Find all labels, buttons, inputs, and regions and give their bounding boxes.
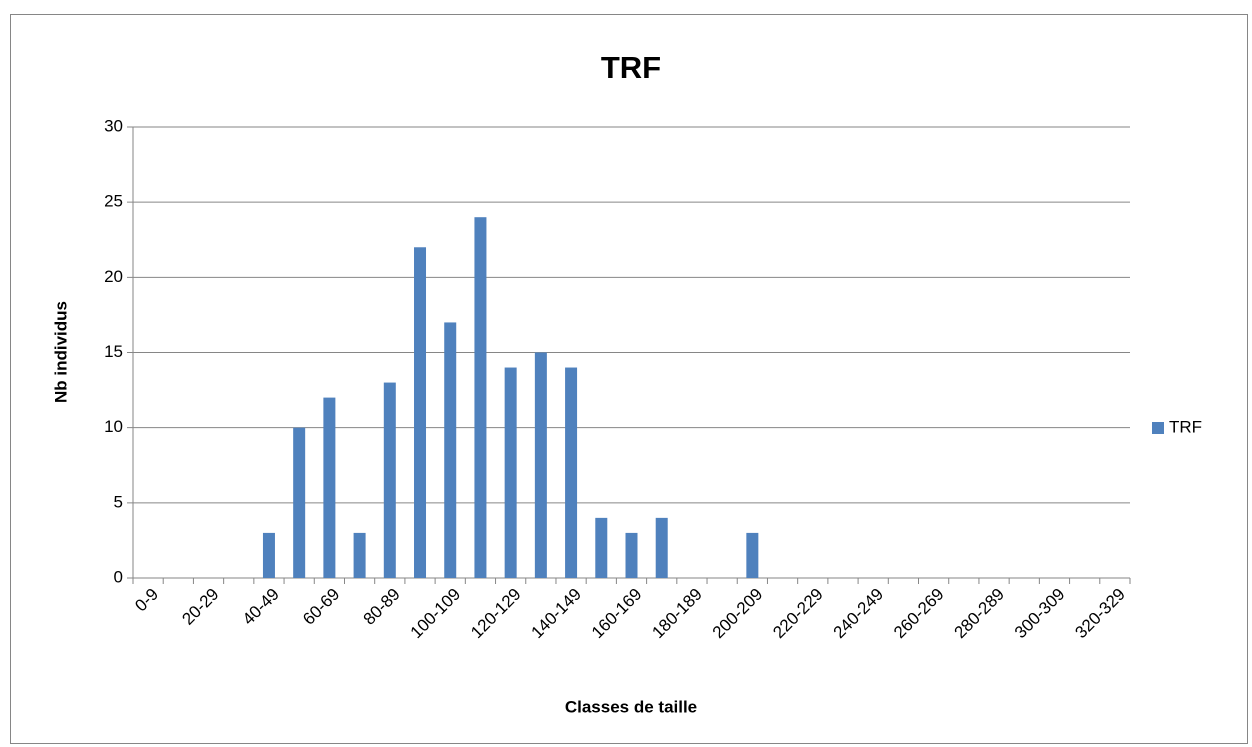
x-axis-label: Classes de taille xyxy=(565,697,697,716)
y-tick-label: 30 xyxy=(104,116,123,135)
bar xyxy=(504,367,517,578)
legend-label: TRF xyxy=(1169,417,1202,436)
chart-title: TRF xyxy=(601,50,661,85)
bar xyxy=(293,427,306,578)
bar xyxy=(565,367,578,578)
y-tick-label: 15 xyxy=(104,342,123,361)
bar xyxy=(323,397,336,578)
bar xyxy=(383,382,396,578)
bar xyxy=(262,532,275,578)
y-axis-label: Nb individus xyxy=(51,301,70,403)
bar xyxy=(625,532,638,578)
chart-border xyxy=(10,14,1248,744)
bar xyxy=(353,532,366,578)
bar xyxy=(655,517,668,578)
legend-swatch xyxy=(1152,422,1164,434)
y-tick-label: 20 xyxy=(104,267,123,286)
bar xyxy=(444,322,457,578)
bar xyxy=(595,517,608,578)
bar xyxy=(474,217,487,578)
bar xyxy=(534,352,547,578)
bar xyxy=(746,532,759,578)
y-tick-label: 25 xyxy=(104,192,123,211)
y-tick-label: 10 xyxy=(104,417,123,436)
y-tick-label: 5 xyxy=(114,492,123,511)
bar xyxy=(414,247,427,578)
y-tick-label: 0 xyxy=(114,567,123,586)
